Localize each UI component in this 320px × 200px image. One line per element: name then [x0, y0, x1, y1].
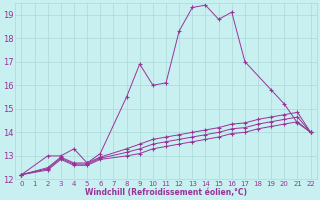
X-axis label: Windchill (Refroidissement éolien,°C): Windchill (Refroidissement éolien,°C) — [85, 188, 247, 197]
